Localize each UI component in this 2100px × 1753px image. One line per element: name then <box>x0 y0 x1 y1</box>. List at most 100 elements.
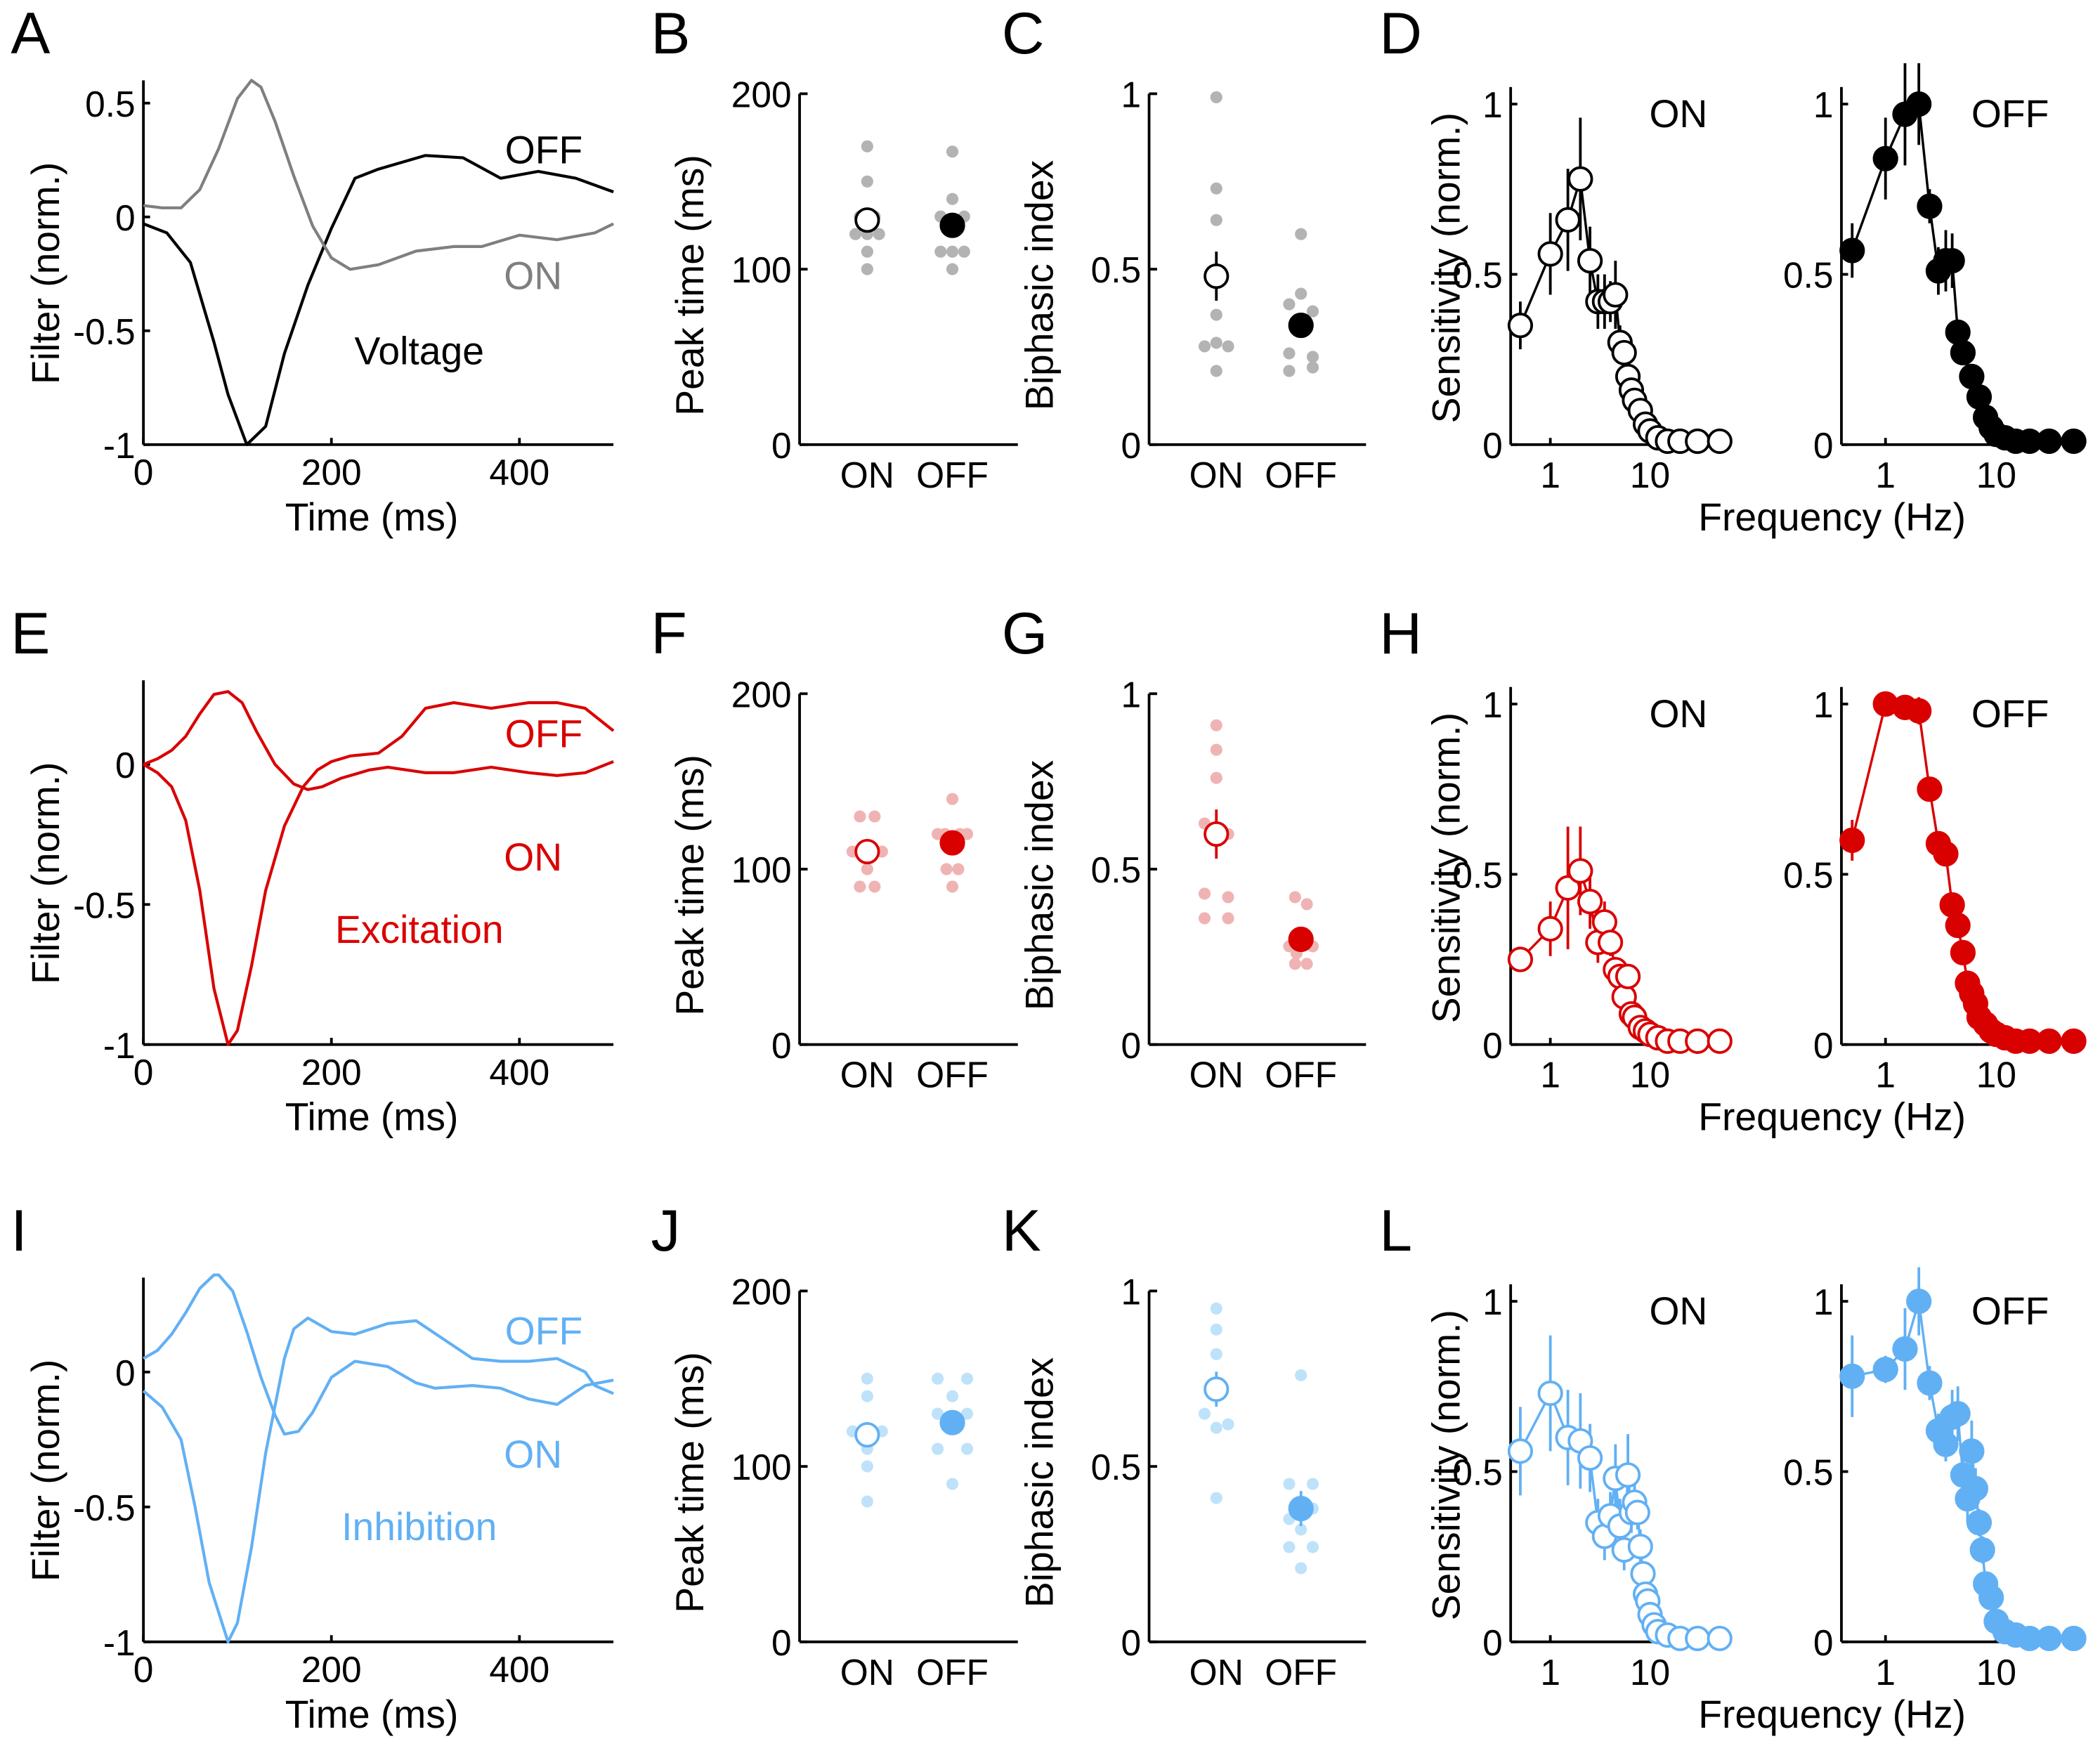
individual-cell-dot <box>868 880 881 893</box>
panel-H: 0 0.5 1 1 10 ON 0 0.5 1 1 10 OFF Frequency (Hz) Sensi… <box>1425 684 2087 1139</box>
data-point <box>1933 1431 1959 1457</box>
subplot-title: ON <box>1649 92 1707 136</box>
data-point <box>1507 1438 1534 1464</box>
panel-letter-l: L <box>1379 1197 1412 1263</box>
individual-cell-dot <box>1210 365 1222 377</box>
data-point <box>1906 698 1932 724</box>
data-point <box>2061 1028 2087 1054</box>
y-tick-label: 1 <box>1121 674 1141 715</box>
data-point <box>1978 1584 2004 1610</box>
data-point <box>1945 1400 1971 1427</box>
subplot-on: 0 0.5 1 1 10 ON <box>1452 684 1733 1095</box>
individual-cell-dot <box>1222 891 1234 904</box>
series-label-off: OFF <box>505 129 583 172</box>
category-label-off: OFF <box>916 1652 989 1693</box>
individual-cell-dot <box>1210 337 1222 349</box>
x-tick-label: 10 <box>1630 1055 1670 1095</box>
panel-letter-h: H <box>1379 600 1422 666</box>
individual-cell-dot <box>946 193 959 205</box>
subplot-off: 0 0.5 1 1 10 OFF <box>1783 1267 2087 1693</box>
subplot-on: 0 0.5 1 1 10 ON <box>1452 84 1733 495</box>
y-tick-label: -0.5 <box>73 311 136 352</box>
panel-C: 0 0.5 1 ON OFF Biphasic index <box>1017 74 1367 495</box>
individual-cell-dot <box>1283 298 1296 311</box>
individual-cell-dot <box>854 810 866 823</box>
series-line-off <box>143 154 614 446</box>
x-tick-label: 400 <box>489 1649 549 1690</box>
individual-cell-dot <box>960 1372 974 1385</box>
data-point <box>1611 339 1637 366</box>
category-label-on: ON <box>840 1055 894 1095</box>
individual-cell-dot <box>1210 743 1222 756</box>
x-tick-label: 200 <box>301 452 362 493</box>
individual-cell-dot <box>946 145 959 158</box>
series-label-on: ON <box>504 835 562 879</box>
panel-letter-a: A <box>11 0 50 66</box>
series-line-on <box>143 1273 614 1436</box>
individual-cell-dot <box>946 245 959 258</box>
data-point <box>1906 1289 1932 1315</box>
x-tick-label: 10 <box>1976 1055 2016 1095</box>
data-point <box>1507 946 1534 972</box>
y-tick-label: -0.5 <box>73 1487 136 1528</box>
panel-J: 0 100 200 ON OFF Peak time (ms) <box>668 1271 1018 1693</box>
y-tick-label: 1 <box>1121 74 1141 115</box>
individual-cell-dot <box>1222 912 1234 925</box>
panel-letter-j: J <box>651 1197 681 1263</box>
panel-L: 0 0.5 1 1 10 ON 0 0.5 1 1 10 OFF Frequency (Hz) Sensi… <box>1425 1267 2087 1736</box>
x-tick-label: 1 <box>1540 1055 1560 1095</box>
mean-marker-off <box>939 1409 965 1435</box>
data-point <box>1839 237 1865 263</box>
panel-I: -1 -0.5 0 0 200 400 Time (ms) Filter (norm.) OFF… <box>24 1273 614 1736</box>
individual-cell-dot <box>952 863 965 875</box>
individual-cell-dot <box>940 863 953 875</box>
data-point <box>1567 166 1593 192</box>
mean-marker-off <box>1288 312 1314 339</box>
series-line-on <box>143 79 615 271</box>
data-point <box>1892 1336 1918 1362</box>
data-point <box>1917 193 1943 219</box>
series-line-off <box>142 1316 614 1643</box>
data-point <box>1577 1445 1603 1471</box>
individual-cell-dot <box>873 228 885 240</box>
mean-marker-off <box>1288 926 1314 953</box>
subplot-title: ON <box>1649 1289 1707 1333</box>
x-tick-label: 1 <box>1540 1652 1560 1693</box>
subplot-title: OFF <box>1971 1289 2049 1333</box>
individual-cell-dot <box>946 1390 959 1402</box>
individual-cell-dot <box>861 245 873 258</box>
individual-cell-dot <box>1210 771 1222 784</box>
individual-cell-dot <box>932 1372 944 1385</box>
data-point <box>1950 339 1976 366</box>
panel-letter-f: F <box>651 600 687 666</box>
category-label-on: ON <box>1189 455 1244 495</box>
series-label-on: ON <box>504 1433 562 1476</box>
individual-cell-dot <box>1210 719 1222 731</box>
x-axis-label: Time (ms) <box>285 1095 459 1139</box>
individual-cell-dot <box>1295 228 1307 240</box>
individual-cell-dot <box>1300 958 1313 970</box>
x-tick-label: 1 <box>1540 455 1560 495</box>
y-tick-label: 0 <box>1482 1622 1503 1663</box>
y-tick-label: 1 <box>1482 684 1503 725</box>
y-tick-label: 200 <box>731 1271 792 1312</box>
individual-cell-dot <box>1210 91 1222 103</box>
individual-cell-dot <box>1210 1421 1222 1434</box>
individual-cell-dot <box>868 810 881 823</box>
y-tick-label: 1 <box>1813 1282 1834 1322</box>
panel-A: -1 -0.5 0 0.5 0 200 400 Time (ms) Filter (norm.)… <box>24 79 615 539</box>
data-point <box>1537 915 1563 942</box>
data-point <box>1959 1438 1985 1464</box>
data-point <box>1917 1370 1943 1396</box>
individual-cell-dot <box>1300 898 1313 911</box>
y-tick-label: 0 <box>1121 425 1141 466</box>
data-point <box>1933 841 1959 867</box>
y-axis-label: Filter (norm.) <box>24 1360 67 1582</box>
mean-marker-on <box>854 207 880 233</box>
data-point <box>1555 875 1581 901</box>
y-tick-label: 100 <box>731 249 792 290</box>
y-tick-label: 0 <box>1813 1025 1834 1066</box>
data-point <box>1969 1537 1995 1563</box>
y-tick-label: 0.5 <box>1452 255 1503 296</box>
individual-cell-dot <box>1295 287 1307 300</box>
